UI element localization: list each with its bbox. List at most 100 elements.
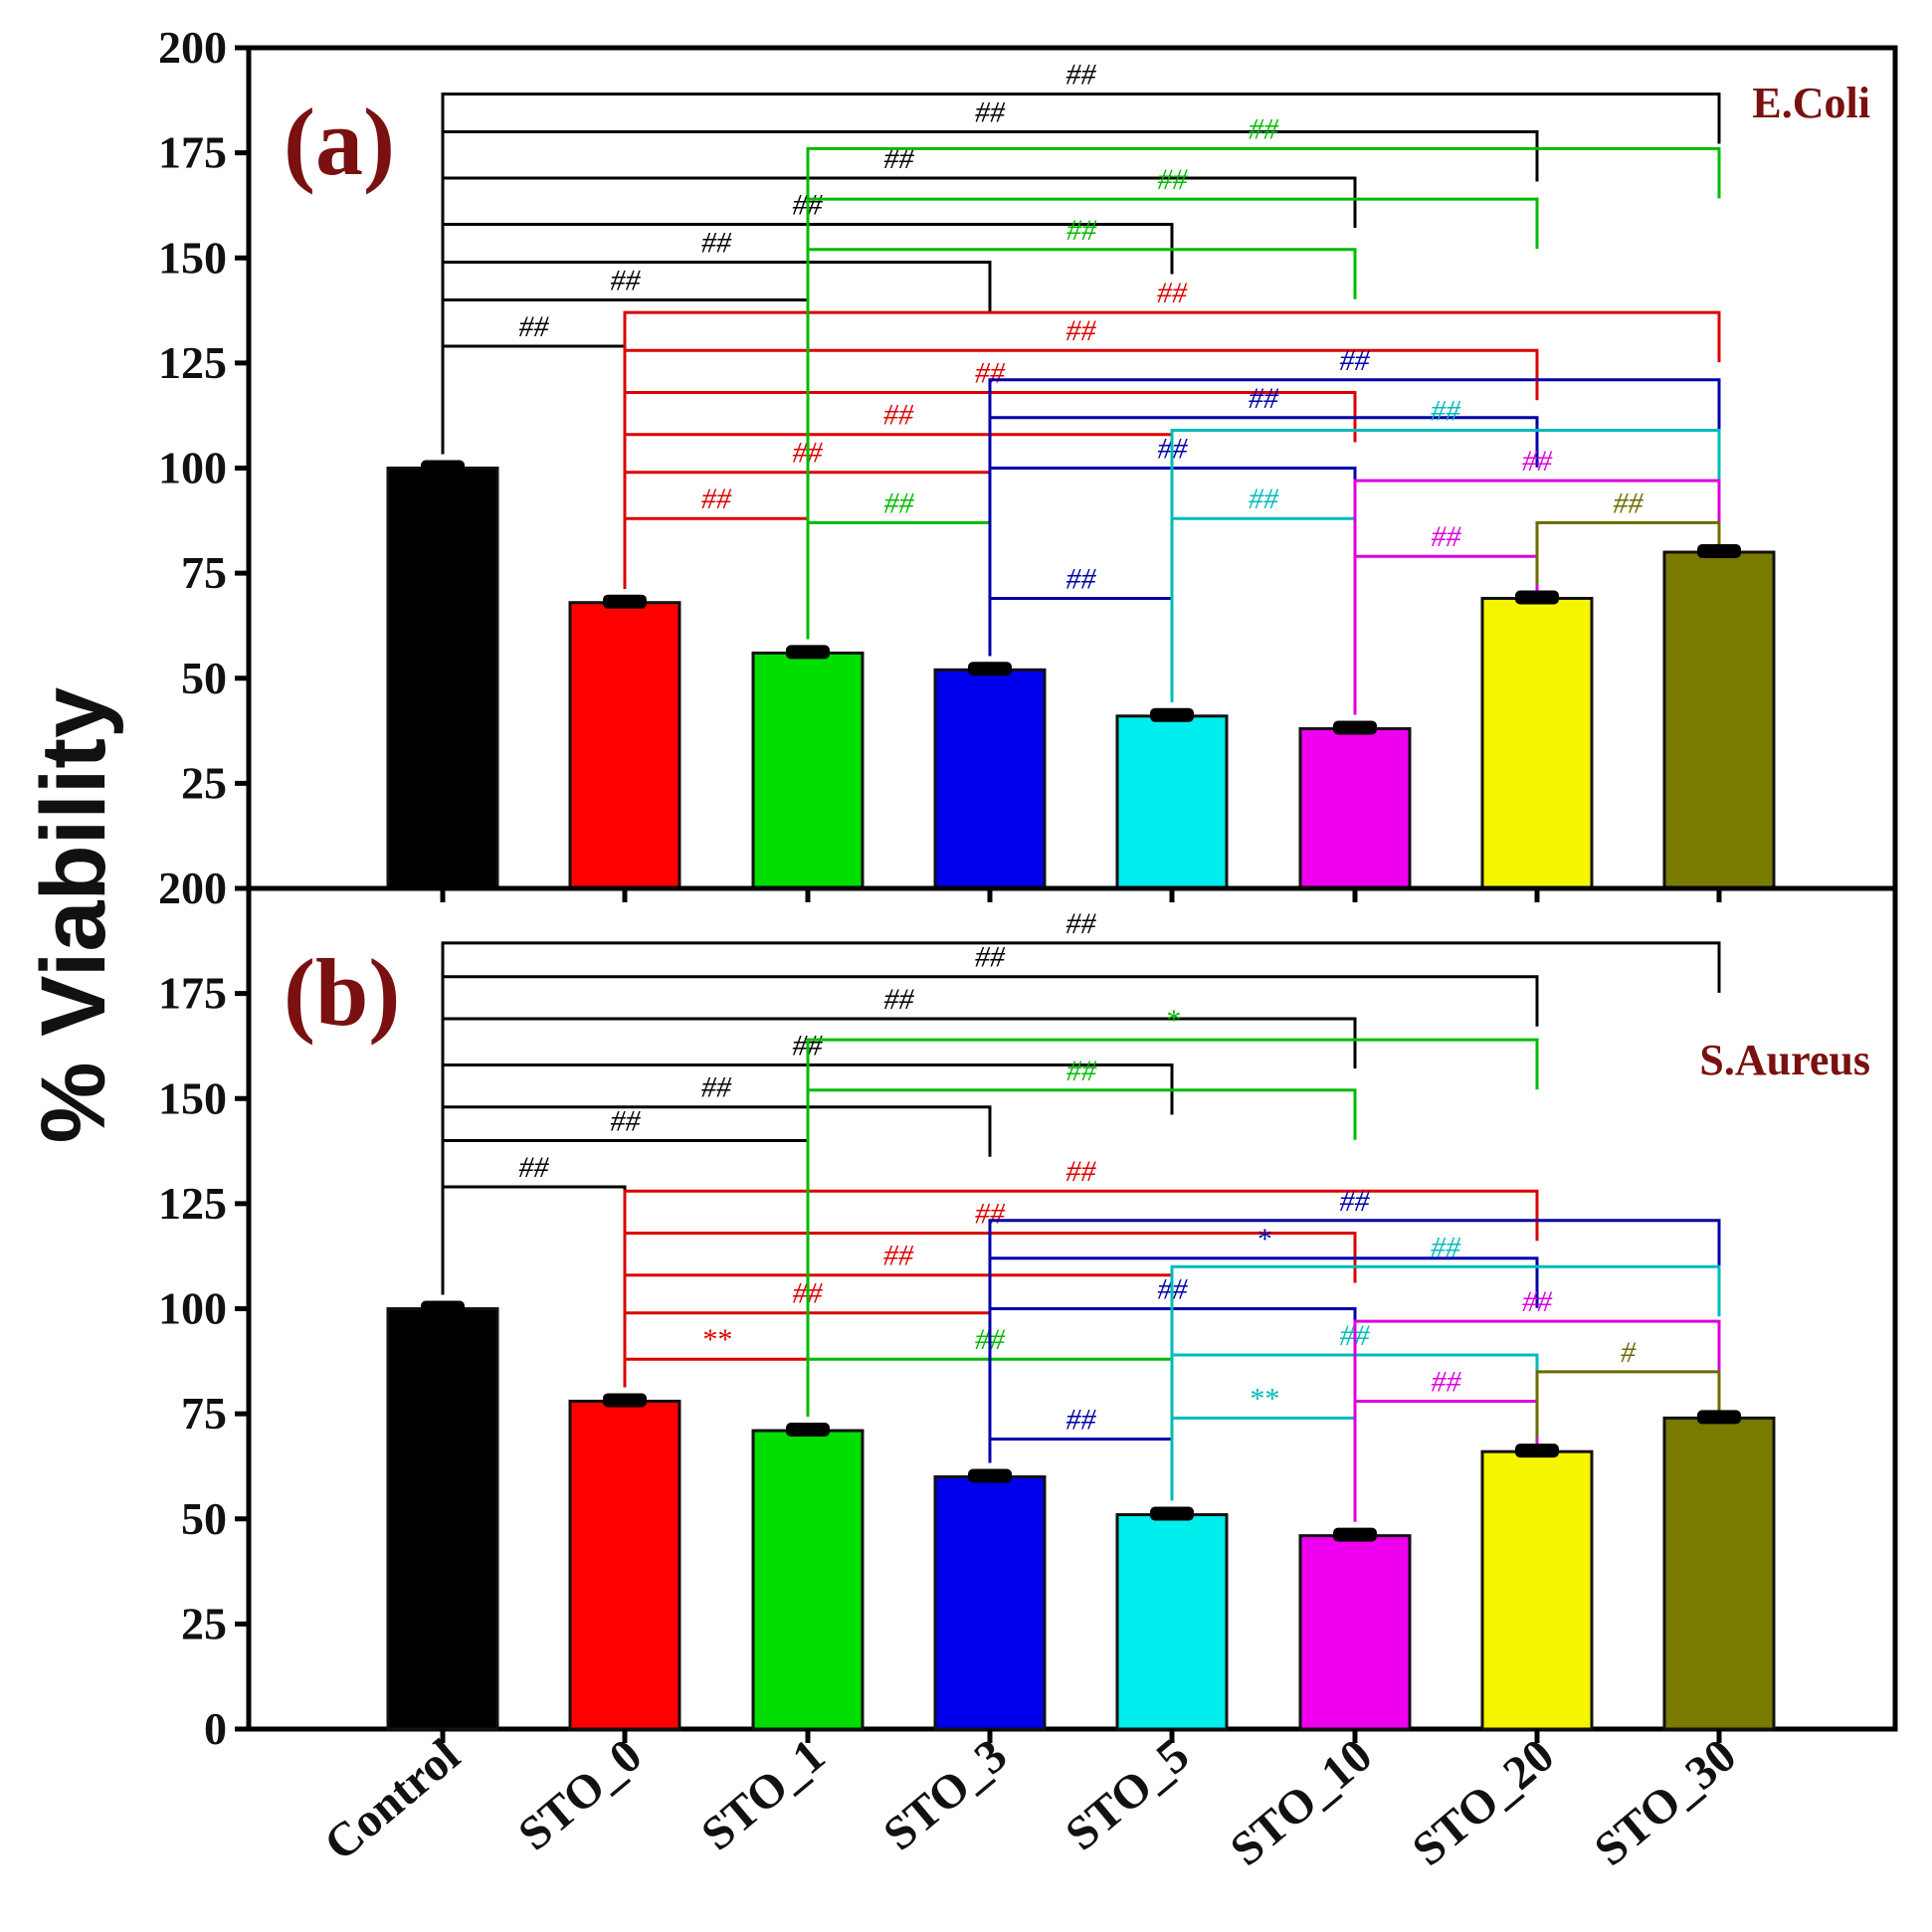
error-bar <box>421 1300 465 1315</box>
bar-sto-0 <box>568 601 681 890</box>
significance-label: ## <box>975 97 1006 129</box>
significance-label: ## <box>1066 214 1097 247</box>
significance-label: * <box>1256 1223 1271 1256</box>
panel-b-comparisons: ##############**############*####*##**##… <box>441 907 1721 1522</box>
bar-sto-20 <box>1480 596 1594 890</box>
significance-bracket <box>623 310 1721 589</box>
y-axis-title: % Viability <box>23 687 124 1143</box>
y-tick-label: 0 <box>204 1703 227 1754</box>
significance-bracket <box>623 1189 1539 1388</box>
significance-label: ## <box>1157 277 1188 309</box>
significance-label: ## <box>1340 344 1371 377</box>
panel-b-x-ticks <box>440 1729 1722 1743</box>
significance-label: ## <box>1066 907 1097 940</box>
bar-sto-5 <box>1115 1513 1229 1731</box>
panel-b-organism: S.Aureus <box>1699 1036 1870 1084</box>
bar-sto-10 <box>1298 1534 1412 1731</box>
bar-sto-0 <box>568 1399 681 1731</box>
significance-bracket <box>441 92 1721 455</box>
significance-bracket <box>1353 479 1721 715</box>
bar-sto-1 <box>751 1429 865 1731</box>
significance-label: ## <box>1614 486 1644 519</box>
significance-label: ## <box>701 483 732 515</box>
significance-label: ## <box>701 1071 732 1104</box>
significance-label: ## <box>884 983 915 1016</box>
bar-sto-10 <box>1298 726 1412 890</box>
significance-label: ## <box>1432 520 1462 553</box>
significance-label: ## <box>1340 1185 1371 1218</box>
error-bar <box>1333 720 1377 735</box>
significance-bracket <box>1170 428 1721 702</box>
significance-label: ## <box>1249 382 1279 415</box>
y-tick-label: 50 <box>181 653 227 703</box>
significance-label: ## <box>519 1151 550 1184</box>
error-bar <box>786 645 830 660</box>
bar-sto-30 <box>1662 550 1776 890</box>
y-tick-label: 150 <box>158 232 227 283</box>
panel-b-y-ticks: 175 150 125 100 75 50 25 0 <box>158 968 249 1754</box>
significance-label: ## <box>1522 1285 1553 1318</box>
panel-a-comparisons: ## ## ## ## ## ## ## ## ## ## ## ## ## ## ## ## ## ## ## ##… <box>441 58 1721 715</box>
y-tick-label: 175 <box>158 127 227 178</box>
significance-bracket <box>1170 1264 1721 1501</box>
y-tick-label: 175 <box>158 968 227 1019</box>
panel-b-label: (b) <box>284 939 400 1046</box>
error-bar <box>1150 1506 1194 1521</box>
significance-label: ## <box>884 486 915 519</box>
significance-bracket <box>1353 1319 1721 1522</box>
significance-label: ## <box>701 226 732 259</box>
error-bar <box>421 460 465 475</box>
significance-label: ## <box>1066 562 1097 595</box>
panel-a-y-ticks: 200 175 150 125 100 75 50 25 200 <box>158 22 249 913</box>
significance-label: ## <box>1431 394 1461 427</box>
significance-bracket <box>806 1038 1539 1418</box>
panel-a-label: (a) <box>284 89 395 195</box>
significance-label: ## <box>1066 1403 1097 1436</box>
significance-label: * <box>1165 1004 1180 1037</box>
significance-label: ## <box>883 399 914 432</box>
bar-control <box>386 467 499 890</box>
significance-bracket <box>441 941 1721 1295</box>
y-tick-label: 25 <box>181 757 227 808</box>
bar-sto-3 <box>933 668 1047 890</box>
significance-label: ## <box>1431 1231 1461 1263</box>
error-bar <box>1697 544 1741 558</box>
y-tick-label: 100 <box>158 443 227 493</box>
error-bar <box>786 1423 830 1438</box>
significance-label: ## <box>975 941 1006 974</box>
significance-label: ## <box>611 1105 642 1138</box>
panel-a-organism: E.Coli <box>1752 79 1870 127</box>
y-tick-label: 100 <box>158 1283 227 1334</box>
significance-label: ## <box>1432 1365 1462 1398</box>
significance-label: ## <box>519 310 550 343</box>
significance-label: ## <box>1522 445 1553 478</box>
error-bar <box>1515 590 1559 605</box>
error-bar <box>968 1468 1012 1483</box>
y-tick-label: 150 <box>158 1072 227 1123</box>
y-tick-label: 75 <box>181 1388 227 1439</box>
bar-sto-5 <box>1115 714 1229 890</box>
significance-label: ## <box>1249 112 1279 145</box>
error-bar <box>1515 1444 1559 1458</box>
significance-label: ## <box>1066 314 1097 347</box>
y-tick-label: 200 <box>158 22 227 73</box>
significance-bracket <box>806 146 1721 640</box>
significance-bracket <box>988 1219 1721 1463</box>
y-tick-label: 200 <box>158 863 227 913</box>
significance-label: ** <box>1249 1382 1278 1415</box>
y-tick-label: 125 <box>158 337 227 388</box>
significance-bracket <box>1535 1370 1721 1439</box>
error-bar <box>603 594 647 609</box>
bar-sto-20 <box>1480 1449 1594 1731</box>
significance-label: ## <box>1066 1155 1097 1188</box>
significance-label: ## <box>1158 163 1189 196</box>
significance-label: ## <box>611 265 642 297</box>
bar-sto-30 <box>1662 1416 1776 1731</box>
y-tick-label: 125 <box>158 1178 227 1229</box>
significance-label: # <box>1621 1336 1637 1369</box>
y-tick-label: 25 <box>181 1598 227 1648</box>
panel-b-bars <box>386 1300 1776 1731</box>
